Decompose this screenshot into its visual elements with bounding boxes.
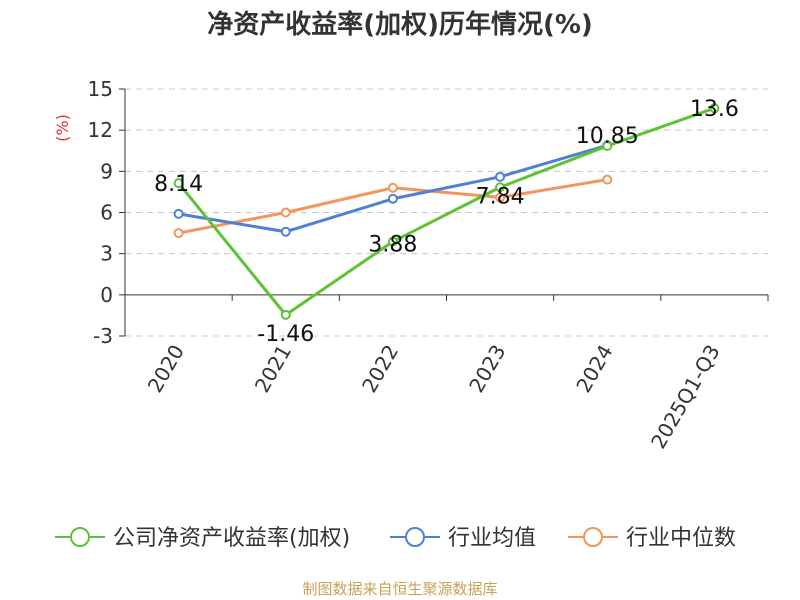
legend-label: 行业均值 bbox=[448, 526, 536, 551]
data-label: 10.85 bbox=[576, 124, 639, 149]
y-tick-labels: -3 0 3 6 9 12 15 bbox=[88, 77, 113, 348]
x-tick-label: 2025Q1-Q3 bbox=[646, 341, 725, 453]
y-tick-label: 12 bbox=[88, 118, 113, 142]
grid-lines bbox=[125, 88, 768, 337]
axes bbox=[119, 88, 769, 337]
legend-marker bbox=[405, 527, 425, 547]
legend-marker bbox=[70, 527, 90, 547]
y-tick-label: 3 bbox=[100, 242, 113, 266]
data-label: -1.46 bbox=[257, 322, 314, 347]
data-point bbox=[387, 236, 398, 247]
data-point bbox=[280, 226, 291, 237]
legend: 公司净资产收益率(加权) 行业均值 行业中位数 bbox=[55, 526, 736, 551]
x-tick-label: 2020 bbox=[143, 341, 189, 397]
y-tick-label: 6 bbox=[100, 201, 113, 225]
legend-label: 公司净资产收益率(加权) bbox=[113, 526, 350, 551]
data-label: 13.6 bbox=[690, 97, 739, 122]
data-point bbox=[387, 193, 398, 204]
y-tick-label: 9 bbox=[100, 159, 113, 183]
data-label: 7.84 bbox=[476, 184, 525, 209]
data-point bbox=[173, 178, 184, 189]
data-point bbox=[495, 192, 506, 203]
series-lines bbox=[173, 103, 720, 320]
x-tick-labels: 2020 2021 2022 2023 2024 2025Q1-Q3 bbox=[143, 341, 725, 453]
y-tick-label: -3 bbox=[93, 324, 113, 348]
y-axis-label: (%) bbox=[53, 114, 72, 142]
data-point bbox=[602, 140, 613, 151]
data-point bbox=[280, 309, 291, 320]
data-point bbox=[280, 207, 291, 218]
data-point bbox=[709, 103, 720, 114]
data-point bbox=[173, 208, 184, 219]
legend-marker bbox=[583, 527, 603, 547]
data-point bbox=[602, 174, 613, 185]
data-point bbox=[495, 171, 506, 182]
y-tick-label: 15 bbox=[88, 77, 113, 101]
data-point bbox=[495, 182, 506, 193]
data-point bbox=[173, 228, 184, 239]
series-line bbox=[177, 106, 715, 317]
chart-title: 净资产收益率(加权)历年情况(%) bbox=[207, 9, 593, 40]
data-labels: 8.14 -1.46 3.88 7.84 10.85 13.6 bbox=[154, 97, 739, 347]
legend-label: 行业中位数 bbox=[626, 526, 736, 551]
x-tick-label: 2021 bbox=[250, 341, 296, 397]
x-tick-label: 2022 bbox=[357, 341, 403, 397]
data-point bbox=[387, 182, 398, 193]
data-label: 8.14 bbox=[154, 172, 203, 197]
y-tick-label: 0 bbox=[100, 283, 113, 307]
data-label: 3.88 bbox=[368, 233, 417, 258]
x-tick-label: 2024 bbox=[571, 341, 617, 397]
source-note: 制图数据来自恒生聚源数据库 bbox=[302, 580, 497, 598]
x-tick-label: 2023 bbox=[464, 341, 510, 397]
